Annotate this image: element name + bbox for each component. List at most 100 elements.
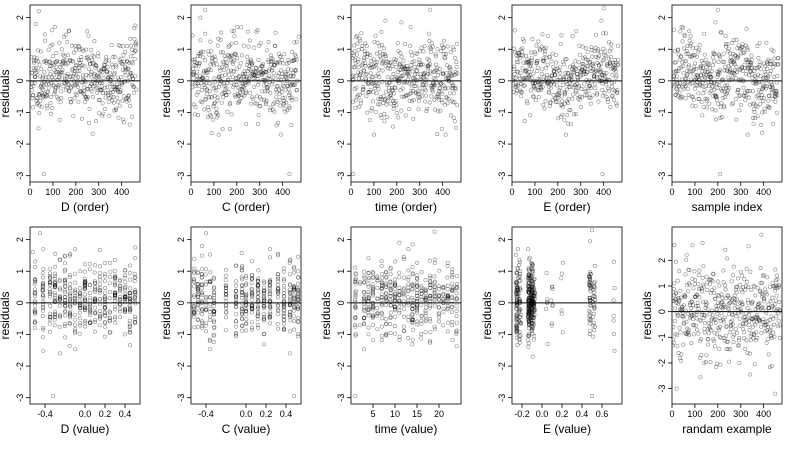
data-point	[61, 84, 66, 89]
data-point	[99, 88, 104, 93]
data-point	[539, 67, 544, 72]
data-point	[529, 289, 534, 294]
data-point	[527, 316, 532, 321]
data-point	[672, 306, 677, 311]
data-point	[353, 61, 358, 66]
data-point	[216, 75, 221, 80]
data-point	[255, 317, 260, 322]
data-point	[603, 53, 608, 58]
data-point	[736, 78, 741, 83]
data-point	[69, 84, 74, 89]
data-point	[47, 287, 52, 292]
data-point	[428, 295, 433, 300]
data-point	[86, 33, 91, 38]
data-point	[514, 270, 519, 275]
data-point	[695, 303, 700, 308]
data-point	[204, 303, 209, 308]
data-point	[722, 90, 727, 95]
data-point	[432, 287, 437, 292]
data-point	[258, 72, 263, 77]
data-point	[518, 333, 523, 338]
data-point	[748, 372, 753, 377]
data-point	[716, 101, 721, 106]
data-point	[766, 302, 771, 307]
data-point	[415, 260, 420, 265]
data-point	[683, 331, 688, 336]
data-point	[553, 96, 558, 101]
data-point	[725, 306, 730, 311]
data-point	[563, 92, 568, 97]
data-point	[446, 320, 451, 325]
data-point	[41, 327, 46, 332]
data-point	[679, 55, 684, 60]
y-tick-label: 1	[657, 283, 667, 288]
data-point	[729, 279, 734, 284]
data-point	[247, 38, 252, 43]
data-point	[689, 299, 694, 304]
data-point	[674, 297, 679, 302]
data-point	[740, 273, 745, 278]
data-point	[694, 292, 699, 297]
data-point	[116, 75, 121, 80]
data-point	[698, 66, 703, 71]
data-point	[532, 315, 537, 320]
data-point	[366, 305, 371, 310]
data-point	[103, 300, 108, 305]
data-point	[512, 49, 517, 54]
data-point	[530, 268, 535, 273]
data-point	[102, 305, 107, 310]
data-point	[700, 275, 705, 280]
data-point	[410, 287, 415, 292]
data-point	[361, 269, 366, 274]
data-point	[296, 319, 301, 324]
data-point	[370, 269, 375, 274]
data-point	[281, 101, 286, 106]
data-point	[46, 74, 51, 79]
data-point	[437, 315, 442, 320]
data-point	[108, 260, 113, 265]
data-point	[375, 274, 380, 279]
data-point	[375, 278, 380, 283]
data-point	[442, 55, 447, 60]
data-point	[361, 68, 366, 73]
data-point	[408, 43, 413, 48]
data-point	[225, 52, 230, 57]
x-tick-label: 100	[366, 187, 381, 197]
data-point	[393, 99, 398, 104]
data-point	[529, 307, 534, 312]
data-point	[93, 285, 98, 290]
data-point	[529, 285, 534, 290]
data-point	[68, 252, 73, 257]
data-point	[41, 348, 46, 353]
data-point	[540, 84, 545, 89]
data-point	[241, 81, 246, 86]
data-point	[388, 303, 393, 308]
data-point	[742, 94, 747, 99]
data-point	[112, 54, 117, 59]
data-point	[728, 347, 733, 352]
data-point	[223, 291, 228, 296]
data-point	[200, 76, 205, 81]
data-point	[718, 87, 723, 92]
data-point	[382, 53, 387, 58]
data-point	[367, 63, 372, 68]
x-axis-label: C (order)	[222, 200, 270, 214]
data-point	[593, 45, 598, 50]
data-point	[32, 291, 37, 296]
data-point	[124, 96, 129, 101]
data-point	[213, 57, 218, 62]
data-point	[587, 280, 592, 285]
data-point	[730, 322, 735, 327]
data-point	[527, 309, 532, 314]
data-point	[208, 314, 213, 319]
data-point	[603, 79, 608, 84]
data-point	[261, 314, 266, 319]
data-point	[30, 55, 34, 60]
data-point	[428, 299, 433, 304]
data-point	[123, 268, 128, 273]
data-point	[133, 295, 138, 300]
data-point	[588, 298, 593, 303]
data-point	[398, 51, 403, 56]
data-point	[43, 94, 48, 99]
data-point	[674, 300, 679, 305]
